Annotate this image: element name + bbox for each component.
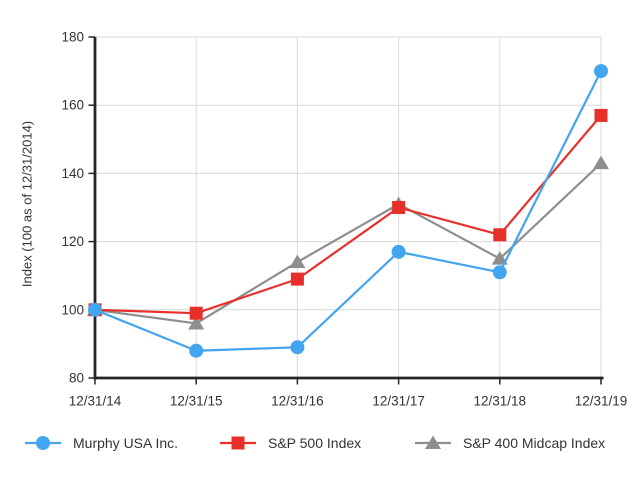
x-tick-label: 12/31/17 <box>372 394 425 409</box>
data-point-marker <box>593 155 609 170</box>
data-point-marker <box>594 64 608 79</box>
data-point-marker <box>391 244 406 259</box>
data-point-marker <box>290 272 304 286</box>
series-line <box>93 114 603 315</box>
gridlines <box>95 36 602 378</box>
data-point-marker <box>594 108 608 122</box>
legend-label: S&P 400 Midcap Index <box>463 435 605 451</box>
x-tick-label: 12/31/14 <box>69 394 122 409</box>
y-tick-label: 100 <box>61 302 84 317</box>
data-point-marker <box>188 315 205 330</box>
legend-label: Murphy USA Inc. <box>73 435 178 451</box>
series-line <box>93 162 603 325</box>
data-point-marker <box>492 265 507 280</box>
y-axis-title: Index (100 as of 12/31/2014) <box>20 121 35 287</box>
y-tick-label: 120 <box>61 234 84 249</box>
y-tick-label: 80 <box>69 371 84 386</box>
x-tick-label: 12/31/19 <box>575 394 628 409</box>
series-murphy-usa-inc <box>88 64 608 358</box>
legend-item-murphy-usa-inc: Murphy USA Inc. <box>25 435 178 451</box>
data-point-marker <box>189 306 203 320</box>
x-tick-label: 12/31/16 <box>271 394 324 409</box>
legend: Murphy USA Inc. S&P 500 Index S&P 400 Midc… <box>25 435 605 451</box>
data-point-marker <box>289 254 306 269</box>
data-point-marker <box>493 228 507 242</box>
x-tick-label: 12/31/15 <box>170 394 223 409</box>
data-point-marker <box>88 302 102 317</box>
data-point-marker <box>392 201 406 214</box>
legend-item-s-p-400-midcap-index: S&P 400 Midcap Index <box>415 435 605 451</box>
data-point-marker <box>290 340 305 355</box>
data-point-marker <box>36 436 50 450</box>
legend-item-s-p-500-index: S&P 500 Index <box>220 435 361 451</box>
legend-label: S&P 500 Index <box>268 435 361 451</box>
y-tick-label: 160 <box>61 98 84 113</box>
y-tick-label: 180 <box>61 30 84 45</box>
series-line <box>93 69 603 352</box>
y-tick-label: 140 <box>61 166 84 181</box>
data-point-marker <box>491 251 508 265</box>
data-point-marker <box>425 435 441 449</box>
data-point-marker <box>231 436 245 450</box>
data-point-marker <box>189 343 204 358</box>
x-tick-label: 12/31/18 <box>474 394 527 409</box>
